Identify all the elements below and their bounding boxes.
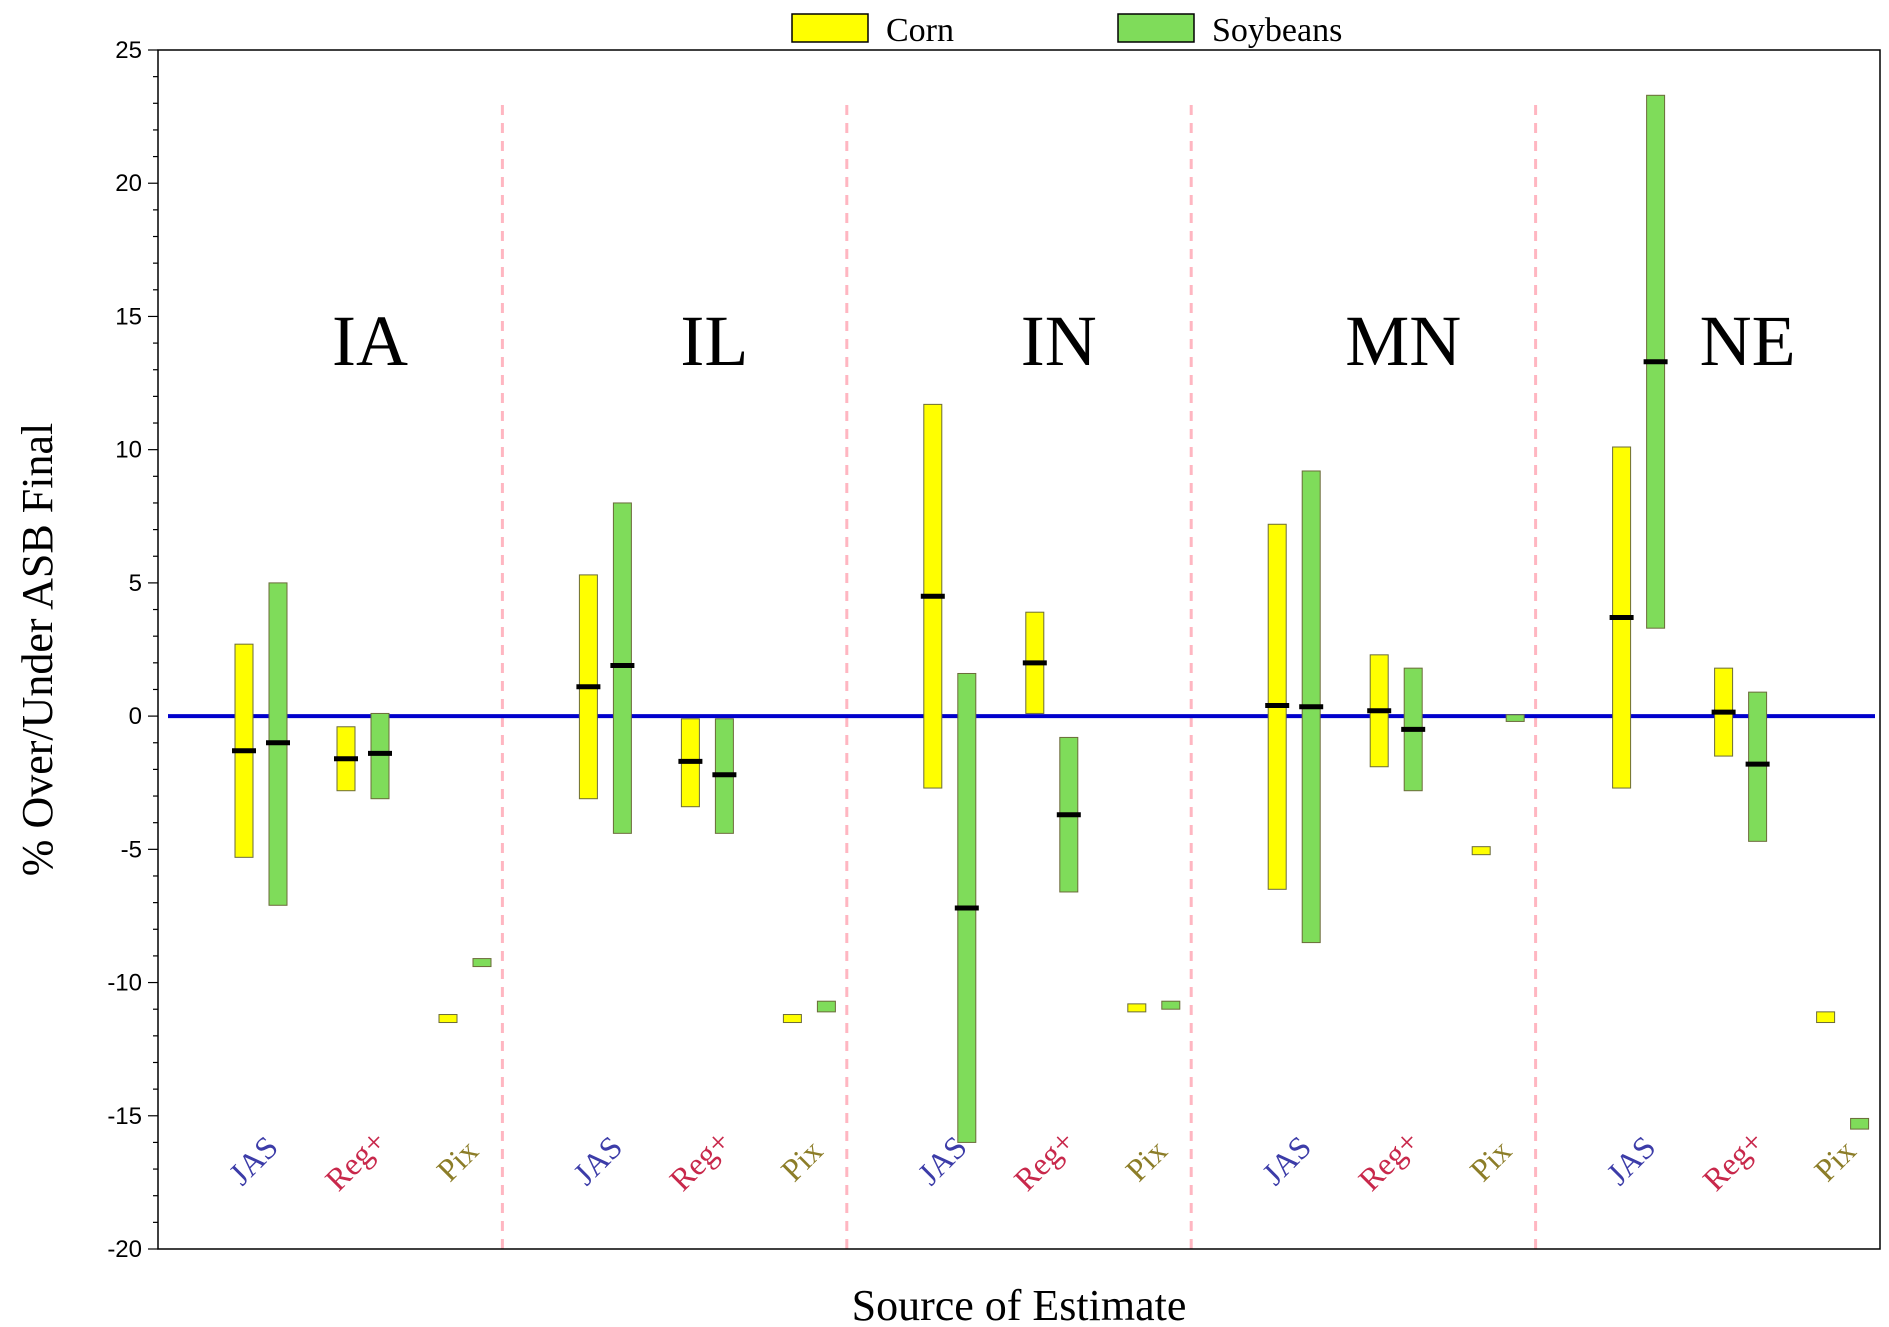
source-label-jas: JAS [1255,1129,1318,1192]
legend-label-corn: Corn [886,12,954,49]
y-tick-label: 0 [129,703,142,730]
state-label-ne: NE [1700,301,1796,381]
source-label-pix: Pix [1807,1132,1863,1188]
y-tick-label: -5 [121,836,142,863]
source-label-pix: Pix [1118,1132,1174,1188]
y-tick-label: 20 [115,170,142,197]
source-label-regplus: Reg+ [318,1123,393,1198]
y-tick-label: 5 [129,570,142,597]
y-tick-label: 15 [115,303,142,330]
x-axis-title: Source of Estimate [852,1281,1187,1327]
source-label-pix: Pix [1463,1132,1519,1188]
bar-ia-pix-corn [438,1014,458,1024]
source-label-regplus: Reg+ [1007,1123,1082,1198]
bar-in-pix-corn [1127,1003,1147,1013]
state-label-ia: IA [332,301,408,381]
bar-ne-pix-soybeans [1850,1117,1870,1130]
source-label-regplus: Reg+ [662,1123,737,1198]
source-label-regplus: Reg+ [1351,1123,1426,1198]
bar-il-pix-soybeans [816,1000,836,1013]
bar-ia-regplus-soybeans [370,712,390,800]
y-axis-title: % Over/Under ASB Final [13,423,62,876]
source-label-pix: Pix [774,1132,830,1188]
bar-ne-pix-corn [1816,1011,1836,1024]
state-label-in: IN [1021,301,1097,381]
legend: Corn Soybeans [791,12,1342,49]
source-label-pix: Pix [429,1132,485,1188]
bar-il-jas-soybeans [612,502,632,834]
plot-frame [157,49,1881,1250]
bar-in-pix-soybeans [1161,1000,1181,1010]
y-tick-label: -20 [107,1236,142,1263]
legend-swatch-soybeans [1117,13,1195,43]
source-label-regplus: Reg+ [1695,1123,1770,1198]
legend-swatch-corn [791,13,869,43]
source-label-jas: JAS [566,1129,629,1192]
bar-mn-pix-soybeans [1505,714,1525,722]
y-tick-label: -15 [107,1103,142,1130]
state-label-mn: MN [1345,301,1461,381]
bar-mn-pix-corn [1471,846,1491,856]
bar-ne-regplus-soybeans [1748,691,1768,842]
legend-label-soybeans: Soybeans [1212,12,1342,49]
source-label-jas: JAS [222,1129,285,1192]
source-label-jas: JAS [1599,1129,1662,1192]
estimate-bars [232,94,1870,1143]
y-axis: -20 -15 -10 -5 0 5 10 15 20 25 [107,37,158,1263]
bar-ia-pix-soybeans [472,958,492,968]
state-label-il: IL [680,301,748,381]
y-tick-label: 25 [115,37,142,64]
y-tick-label: -10 [107,970,142,997]
y-tick-label: 10 [115,437,142,464]
bar-il-pix-corn [782,1014,802,1024]
